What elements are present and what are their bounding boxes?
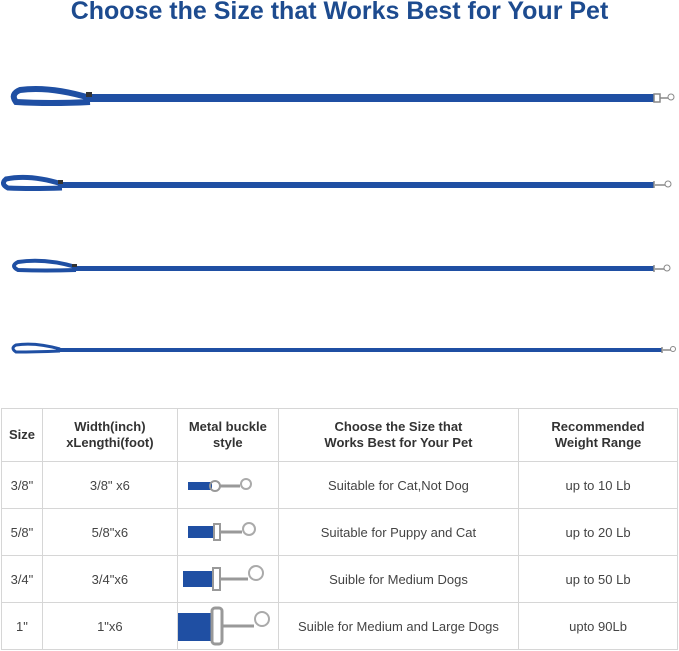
dimensions-cell: 3/4"x6 bbox=[41, 555, 178, 603]
weight-cell: upto 90Lb bbox=[518, 602, 678, 650]
leash-image-1 bbox=[10, 86, 675, 106]
weight-cell: up to 10 Lb bbox=[518, 461, 678, 509]
size-cell: 5/8" bbox=[1, 508, 43, 556]
suitability-cell: Suible for Medium Dogs bbox=[277, 555, 520, 603]
dimensions-cell: 1"x6 bbox=[41, 602, 178, 650]
header-size: Size bbox=[1, 408, 43, 462]
size-table: Size Width(inch) xLengthi(foot) Metal bu… bbox=[1, 408, 678, 650]
size-cell: 1" bbox=[1, 602, 43, 650]
buckle-cell bbox=[176, 602, 279, 650]
leash-image-3 bbox=[12, 258, 671, 273]
suitability-cell: Suitable for Puppy and Cat bbox=[277, 508, 520, 556]
weight-cell: up to 50 Lb bbox=[518, 555, 678, 603]
header-buckle: Metal buckle style bbox=[176, 408, 279, 462]
buckle-image bbox=[187, 478, 252, 492]
buckle-cell bbox=[176, 508, 279, 556]
buckle-image bbox=[177, 606, 270, 646]
table-header-row: Size Width(inch) xLengthi(foot) Metal bu… bbox=[1, 408, 678, 462]
table-row: 5/8" 5/8"x6 Suitable for Puppy and Cat u… bbox=[1, 508, 678, 556]
table-row: 3/8" 3/8" x6 Suitable for Cat,Not Dog up… bbox=[1, 461, 678, 509]
page-title: Choose the Size that Works Best for Your… bbox=[70, 0, 609, 25]
table-row: 3/4" 3/4"x6 Suible for Medium Dogs up to… bbox=[1, 555, 678, 603]
header-suitability: Choose the Size that Works Best for Your… bbox=[277, 408, 520, 462]
buckle-cell bbox=[176, 461, 279, 509]
table-row: 1" 1"x6 Suible for Medium and Large Dogs… bbox=[1, 602, 678, 650]
header-dimensions: Width(inch) xLengthi(foot) bbox=[41, 408, 178, 462]
buckle-image bbox=[182, 565, 264, 591]
size-cell: 3/4" bbox=[1, 555, 43, 603]
dimensions-cell: 3/8" x6 bbox=[41, 461, 178, 509]
suitability-cell: Suible for Medium and Large Dogs bbox=[277, 602, 520, 650]
size-cell: 3/8" bbox=[1, 461, 43, 509]
weight-cell: up to 20 Lb bbox=[518, 508, 678, 556]
leash-image-4 bbox=[11, 342, 676, 354]
suitability-cell: Suitable for Cat,Not Dog bbox=[277, 461, 520, 509]
header-weight: Recommended Weight Range bbox=[518, 408, 678, 462]
leash-image-2 bbox=[0, 174, 672, 191]
buckle-image bbox=[187, 522, 256, 541]
buckle-cell bbox=[176, 555, 279, 603]
dimensions-cell: 5/8"x6 bbox=[41, 508, 178, 556]
